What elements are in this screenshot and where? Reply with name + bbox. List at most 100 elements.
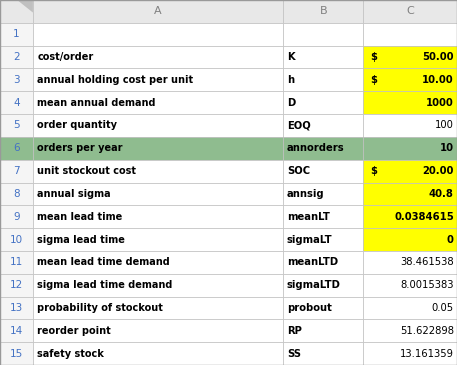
Bar: [0, 182, 33, 205]
Text: 50.00: 50.00: [422, 52, 454, 62]
Bar: [363, 114, 457, 137]
Bar: [363, 274, 457, 296]
Bar: [33, 23, 283, 46]
Bar: [363, 0, 457, 23]
Text: SS: SS: [287, 349, 301, 358]
Text: mean annual demand: mean annual demand: [37, 98, 156, 108]
Bar: [363, 69, 457, 91]
Bar: [283, 296, 363, 319]
Bar: [363, 137, 457, 160]
Bar: [283, 182, 363, 205]
Text: 51.622898: 51.622898: [400, 326, 454, 336]
Text: 0.0384615: 0.0384615: [394, 212, 454, 222]
Bar: [0, 160, 33, 182]
Text: cost/order: cost/order: [37, 52, 94, 62]
Text: sigma lead time demand: sigma lead time demand: [37, 280, 173, 290]
Text: meanLT: meanLT: [287, 212, 330, 222]
Bar: [363, 228, 457, 251]
Bar: [33, 251, 283, 274]
Bar: [283, 160, 363, 182]
Text: $: $: [370, 166, 377, 176]
Text: probability of stockout: probability of stockout: [37, 303, 163, 313]
Text: EOQ: EOQ: [287, 120, 311, 130]
Bar: [283, 251, 363, 274]
Bar: [283, 205, 363, 228]
Text: mean lead time: mean lead time: [37, 212, 123, 222]
Text: orders per year: orders per year: [37, 143, 123, 153]
Text: 14: 14: [10, 326, 23, 336]
Text: RP: RP: [287, 326, 302, 336]
Text: 9: 9: [13, 212, 20, 222]
Bar: [363, 182, 457, 205]
Text: SOC: SOC: [287, 166, 310, 176]
Bar: [0, 91, 33, 114]
Text: mean lead time demand: mean lead time demand: [37, 257, 170, 267]
Text: 13.161359: 13.161359: [400, 349, 454, 358]
Bar: [33, 228, 283, 251]
Bar: [283, 46, 363, 69]
Bar: [33, 0, 283, 23]
Text: 8.0015383: 8.0015383: [400, 280, 454, 290]
Bar: [363, 205, 457, 228]
Bar: [0, 228, 33, 251]
Text: annsig: annsig: [287, 189, 324, 199]
Text: B: B: [319, 7, 327, 16]
Bar: [0, 251, 33, 274]
Bar: [0, 69, 33, 91]
Text: annorders: annorders: [287, 143, 345, 153]
Text: 0: 0: [447, 235, 454, 245]
Text: reorder point: reorder point: [37, 326, 111, 336]
Polygon shape: [17, 0, 33, 12]
Text: annual holding cost per unit: annual holding cost per unit: [37, 75, 194, 85]
Bar: [0, 274, 33, 296]
Text: sigmaLT: sigmaLT: [287, 235, 333, 245]
Bar: [0, 114, 33, 137]
Text: 3: 3: [13, 75, 20, 85]
Bar: [283, 69, 363, 91]
Bar: [363, 23, 457, 46]
Bar: [33, 296, 283, 319]
Text: A: A: [154, 7, 162, 16]
Text: 4: 4: [13, 98, 20, 108]
Bar: [363, 160, 457, 182]
Text: $: $: [370, 52, 377, 62]
Bar: [363, 296, 457, 319]
Bar: [0, 23, 33, 46]
Bar: [33, 342, 283, 365]
Text: K: K: [287, 52, 295, 62]
Bar: [283, 23, 363, 46]
Text: 7: 7: [13, 166, 20, 176]
Text: 100: 100: [435, 120, 454, 130]
Bar: [33, 46, 283, 69]
Bar: [33, 274, 283, 296]
Bar: [283, 91, 363, 114]
Text: 10: 10: [10, 235, 23, 245]
Text: sigma lead time: sigma lead time: [37, 235, 125, 245]
Bar: [363, 342, 457, 365]
Bar: [283, 319, 363, 342]
Bar: [283, 114, 363, 137]
Bar: [33, 69, 283, 91]
Bar: [33, 137, 283, 160]
Text: $: $: [370, 75, 377, 85]
Text: 12: 12: [10, 280, 23, 290]
Bar: [0, 296, 33, 319]
Text: order quantity: order quantity: [37, 120, 117, 130]
Bar: [0, 319, 33, 342]
Bar: [283, 342, 363, 365]
Bar: [363, 46, 457, 69]
Bar: [33, 160, 283, 182]
Bar: [363, 251, 457, 274]
Bar: [0, 0, 33, 23]
Text: safety stock: safety stock: [37, 349, 104, 358]
Text: 5: 5: [13, 120, 20, 130]
Bar: [33, 91, 283, 114]
Bar: [283, 0, 363, 23]
Bar: [0, 205, 33, 228]
Text: 11: 11: [10, 257, 23, 267]
Bar: [363, 319, 457, 342]
Text: annual sigma: annual sigma: [37, 189, 111, 199]
Text: sigmaLTD: sigmaLTD: [287, 280, 341, 290]
Text: meanLTD: meanLTD: [287, 257, 338, 267]
Bar: [0, 137, 33, 160]
